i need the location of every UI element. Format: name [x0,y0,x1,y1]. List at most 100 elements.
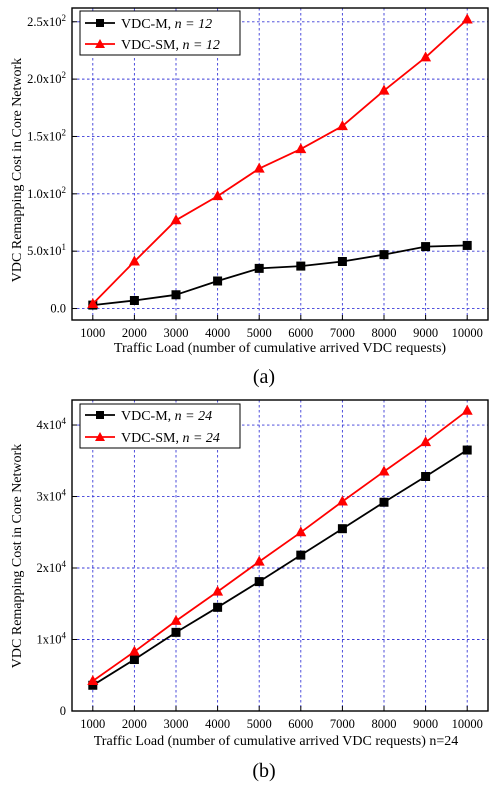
chart-b-xlabel: Traffic Load (number of cumulative arriv… [94,734,459,749]
chart-b-legend-marker-vdc-sm [95,432,105,441]
data-point-vdc-sm [420,51,432,62]
data-point-vdc-m [337,257,347,266]
data-point-vdc-sm [212,585,224,596]
y-tick-label: 2.5x102 [27,13,66,29]
y-tick-label: 1.0x102 [27,185,66,201]
data-point-vdc-m [254,263,264,273]
x-tick-label: 6000 [288,326,313,340]
chart-a-grid [72,8,488,320]
x-tick-label: 4000 [205,326,230,340]
data-point-vdc-m [171,627,181,637]
chart-b-legend-box [79,403,241,449]
data-point-vdc-m [129,655,139,665]
y-tick-label: 0.0 [50,302,66,316]
chart-a-legend-label-vdc-m: VDC-M, n = 12 [121,17,212,32]
data-point-vdc-m [254,577,264,587]
y-tick-label: 4x104 [37,416,67,432]
x-tick-label: 5000 [247,326,272,340]
data-point-vdc-m [296,261,306,271]
chart-a-legend: VDC-M, n = 12 VDC-SM, n = 12 [79,10,241,56]
chart-b-legend-label-vdc-m: VDC-M, n = 24 [121,409,212,424]
data-point-vdc-m [421,242,431,252]
data-point-vdc-m [171,290,181,300]
y-tick-label: 1.5x102 [27,127,66,143]
y-tick-exponent: 4 [62,559,67,569]
data-point-vdc-sm [128,645,140,656]
chart-a-x-ticks: 1000 2000 3000 4000 5000 6000 7000 8000 9000 1000… [80,315,483,340]
y-tick-label: 0 [60,704,66,718]
y-tick-exponent: 2 [62,70,67,80]
data-point-vdc-sm [461,13,473,24]
chart-b: VDC Remapping Cost in Core Network 0 1x10… [10,399,489,782]
chart-b-legend-name-vdc-m: VDC-M [121,409,168,424]
chart-b-legend-name-vdc-sm: VDC-SM [121,431,176,446]
y-tick-mantissa: 2.5x10 [27,15,61,29]
chart-b-legend-n-vdc-m: n = 24 [175,409,212,424]
y-tick-exponent: 2 [62,127,67,137]
y-tick-mantissa: 2x10 [37,561,62,575]
chart-b-x-ticks: 1000 2000 3000 4000 5000 6000 7000 8000 9000 1000… [80,706,483,731]
x-tick-label: 9000 [413,717,438,731]
data-point-vdc-m [296,550,306,560]
data-point-vdc-m [129,296,139,305]
chart-a-legend-marker-vdc-m [96,19,104,27]
data-point-vdc-m [213,276,223,286]
x-tick-label: 6000 [288,717,313,731]
chart-a-legend-label-vdc-sm: VDC-SM, n = 12 [121,38,220,53]
data-point-vdc-sm [170,214,182,225]
chart-a-legend-name-vdc-sm: VDC-SM [121,38,176,53]
x-tick-label: 8000 [372,717,397,731]
data-point-vdc-sm [87,297,99,308]
data-point-vdc-sm [170,614,182,625]
x-tick-label: 7000 [330,326,355,340]
y-tick-mantissa: 3x10 [37,490,62,504]
data-point-vdc-m [462,445,472,455]
chart-b-series [87,404,473,690]
chart-b-legend-marker-vdc-m [96,411,104,419]
y-tick-mantissa: 5.0x10 [27,244,61,258]
y-tick-label: 2x104 [37,559,67,575]
data-point-vdc-sm [336,120,348,131]
series-line-vdc-sm [92,18,468,305]
data-point-vdc-sm [461,404,473,415]
chart-a-series [87,13,473,310]
y-tick-label: 5.0x101 [27,242,66,258]
x-tick-label: 3000 [164,717,189,731]
y-tick-exponent: 4 [62,488,67,498]
data-point-vdc-m [213,602,223,612]
data-point-vdc-sm [212,190,224,201]
chart-a-legend-n-vdc-m: n = 12 [175,17,212,32]
y-tick-mantissa: 4x10 [37,418,62,432]
data-point-vdc-sm [87,674,99,685]
series-line-vdc-m [92,449,468,687]
chart-b-legend-label-vdc-sm: VDC-SM, n = 24 [121,431,220,446]
y-tick-exponent: 2 [62,13,67,23]
x-tick-label: 2000 [122,717,147,731]
chart-a-ylabel: VDC Remapping Cost in Core Network [10,58,25,282]
series-line-vdc-sm [92,409,468,682]
y-tick-exponent: 1 [62,242,67,252]
chart-a-legend-name-vdc-m: VDC-M [121,17,168,32]
chart-a-legend-n-vdc-sm: n = 12 [182,38,219,53]
data-point-vdc-sm [378,465,390,476]
data-point-vdc-sm [295,526,307,537]
x-tick-label: 2000 [122,326,147,340]
y-tick-exponent: 2 [62,185,67,195]
x-tick-label: 9000 [413,326,438,340]
data-point-vdc-sm [253,162,265,173]
y-tick-mantissa: 1.0x10 [27,187,61,201]
y-tick-exponent: 4 [62,631,67,641]
y-tick-mantissa: 0.0 [50,302,66,316]
y-tick-mantissa: 1.5x10 [27,129,61,143]
data-point-vdc-m [337,524,347,534]
chart-b-grid [72,400,488,711]
y-tick-exponent: 4 [62,416,67,426]
chart-b-frame [71,399,489,712]
data-point-vdc-m [379,497,389,507]
x-tick-label: 8000 [372,326,397,340]
data-point-vdc-m [462,240,472,250]
x-tick-label: 4000 [205,717,230,731]
